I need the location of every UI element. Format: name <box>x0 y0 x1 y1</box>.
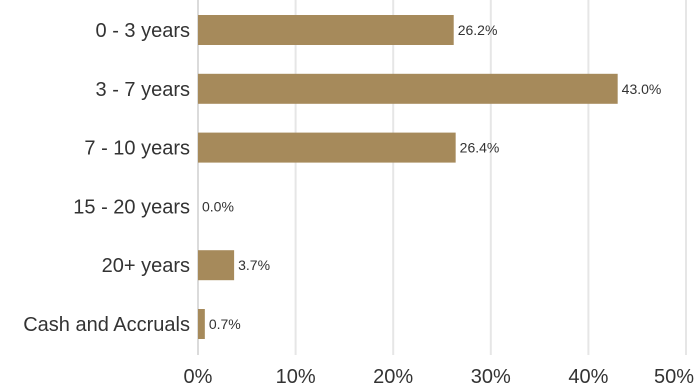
bar <box>198 73 618 104</box>
data-label: 26.4% <box>460 140 500 156</box>
bar <box>198 250 235 281</box>
grid-lines <box>197 0 687 355</box>
category-labels: 0 - 3 years 3 - 7 years 7 - 10 years 15 - 2… <box>23 20 190 336</box>
x-tick-label: 0% <box>184 366 213 387</box>
data-label: 43.0% <box>622 81 662 97</box>
x-tick-label: 50% <box>654 366 694 387</box>
bars <box>198 15 618 339</box>
category-label: 15 - 20 years <box>73 196 190 218</box>
category-label: 0 - 3 years <box>96 20 190 42</box>
bar <box>198 309 205 339</box>
x-tick-labels: 0% 10% 20% 30% 40% 50% <box>184 366 695 387</box>
x-tick-label: 40% <box>568 366 608 387</box>
category-label: 3 - 7 years <box>96 79 190 101</box>
value-labels: 26.2% 43.0% 26.4% 0.0% 3.7% 0.7% <box>202 22 661 332</box>
bar <box>198 132 456 163</box>
bar <box>198 15 454 45</box>
data-label: 0.7% <box>209 316 241 332</box>
x-tick-label: 20% <box>373 366 413 387</box>
category-label: 7 - 10 years <box>84 138 190 160</box>
data-label: 3.7% <box>238 257 270 273</box>
category-label: Cash and Accruals <box>23 314 190 336</box>
x-tick-label: 10% <box>276 366 316 387</box>
data-label: 26.2% <box>458 22 498 38</box>
category-label: 20+ years <box>102 255 190 277</box>
x-tick-label: 30% <box>471 366 511 387</box>
data-label: 0.0% <box>202 198 234 214</box>
